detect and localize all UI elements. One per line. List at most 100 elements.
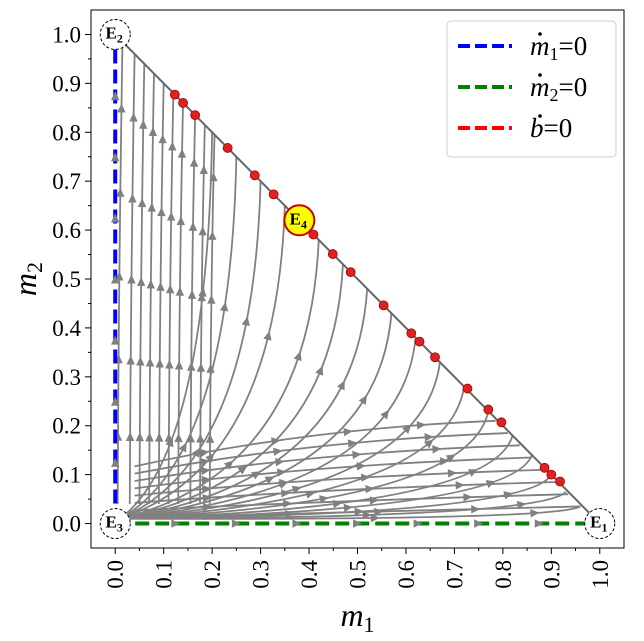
trajectory-arrow [177,148,187,158]
trajectory-arrow [369,496,379,505]
equilibria: E1 E2 E3 E4 [99,18,616,540]
trajectory-line [134,432,508,475]
trajectory-arrow [111,457,120,467]
legend-dot-accent [538,73,542,77]
y-tick-label: 0.8 [52,120,81,145]
trajectory-arrow [196,362,206,372]
trajectory-arrow [199,448,210,458]
trajectory-arrow [178,442,187,453]
x-tick-label: 0.0 [103,560,128,589]
trajectory-line [189,115,197,504]
trajectory-arrow [145,357,155,367]
trajectory-arrow [432,445,442,454]
nullcline-b-point [483,404,494,415]
trajectory-arrow [157,207,166,217]
nullcline-b-point [178,98,188,108]
x-tick-label: 0.9 [539,560,564,589]
trajectory-arrow [189,157,199,167]
trajectory-arrow [201,484,212,494]
trajectory-arrow [263,330,272,341]
y-axis-label: m2 [7,262,47,296]
nullcline-b-point [555,476,565,487]
trajectory-arrow [174,433,183,443]
trajectory-line [134,493,569,512]
trajectory-line [120,505,581,520]
trajectory-arrow [145,432,154,442]
equilibrium-point [99,508,131,540]
nullcline-b-point [406,328,417,339]
trajectory-arrow [171,519,181,528]
trajectory-arrow [111,274,120,284]
x-axis-label: m1 [340,597,374,637]
x-tick-label: 0.5 [346,560,371,589]
trajectory-arrow [186,433,195,443]
equilibrium-point [584,508,616,540]
trajectory-arrow [117,103,126,113]
trajectory-line [120,474,553,520]
trajectory-arrow [148,126,158,137]
trajectory-arrow [315,365,324,376]
nullcline-b-point [496,417,507,428]
trajectory-arrow [111,152,120,162]
trajectory-arrow [292,519,302,528]
x-tick-label: 0.3 [249,560,274,589]
trajectory-arrow [237,465,248,475]
nullcline-b-point [308,229,319,240]
trajectory-line [120,386,465,520]
nullcline-b-point [249,170,260,181]
nullcline-b-point [414,336,425,347]
equilibrium-point [283,204,316,237]
legend-dot-accent [538,114,542,118]
trajectory-arrow [187,289,197,299]
trajectory-arrow [137,198,147,208]
trajectory-arrow [165,359,174,369]
trajectory-arrow [356,462,366,471]
trajectory-arrow [126,355,135,365]
trajectory-line [120,435,514,520]
nullcline-b-point [462,383,473,394]
trajectory-line [134,456,532,490]
trajectory-arrow [176,216,186,226]
trajectory-arrow [200,466,211,476]
x-tick-label: 0.1 [152,560,177,589]
y-tick-label: 0.1 [52,463,81,488]
trajectory-arrow [463,493,473,502]
trajectory-arrow [336,380,345,391]
trajectory-arrow [139,119,148,129]
trajectory-arrow [129,112,138,122]
trajectory-arrow [347,439,358,448]
trajectory-arrow [353,519,362,528]
trajectory-arrow [136,276,146,286]
trajectory-line [199,124,206,504]
trajectory-line [134,444,520,482]
trajectory-arrow [219,301,229,312]
trajectory-arrow [358,395,367,405]
trajectory-arrow [136,356,145,366]
y-tick-label: 0.5 [52,267,81,292]
axis-labels: m1 m2 [7,262,375,637]
trajectory-line [119,239,320,520]
nullcline-b-point [378,300,389,311]
trajectory-arrow [361,473,371,482]
equilibrium-label: E2 [106,23,123,45]
nullcline-b-point [546,469,557,480]
legend-entry: m2=0 [530,72,587,105]
x-tick-label: 0.4 [297,560,322,589]
trajectory-arrow [279,478,289,488]
x-tick-label: 0.8 [491,560,516,589]
equilibrium-label: E3 [106,513,123,535]
nullcline-b-point [430,352,440,363]
trajectory-arrow [158,134,167,144]
y-tick-label: 0.6 [52,218,81,243]
legend-dot-accent [538,32,542,36]
trajectory-arrow [447,469,457,478]
equilibrium-label: E1 [590,513,607,535]
trajectory-arrow [198,226,207,236]
y-tick-label: 0.2 [52,414,81,439]
nullcline-b-point [345,267,356,278]
trajectory-arrow [208,230,217,240]
trajectory-line [134,481,557,504]
trajectory-arrow [196,433,205,443]
trajectory-line [119,264,344,520]
trajectory-arrow [293,351,302,362]
